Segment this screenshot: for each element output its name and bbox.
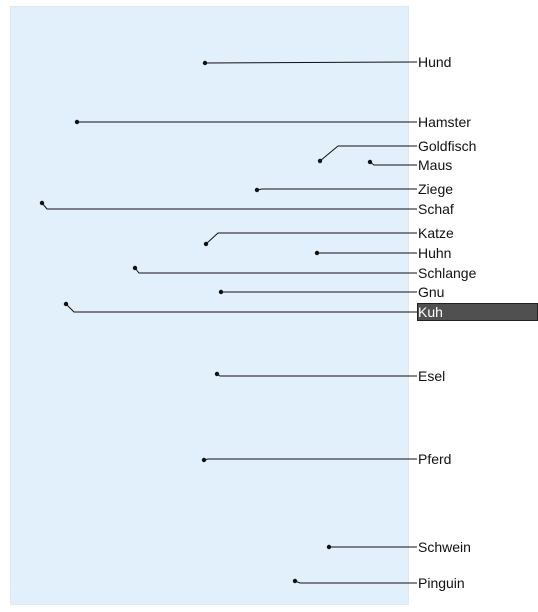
label-huhn[interactable]: Huhn	[418, 245, 451, 261]
leader-line-schaf	[41, 202, 417, 210]
anchor-point-huhn[interactable]	[314, 250, 320, 256]
anchor-point-ziege[interactable]	[254, 187, 260, 193]
anchor-point-esel[interactable]	[214, 371, 220, 377]
label-schaf[interactable]: Schaf	[418, 201, 454, 217]
label-entry-maus[interactable]: Maus	[367, 157, 452, 173]
anchor-point-schaf[interactable]	[39, 200, 45, 206]
label-gnu[interactable]: Gnu	[418, 284, 444, 300]
label-entry-schaf[interactable]: Schaf	[39, 200, 454, 217]
label-entry-schlange[interactable]: Schlange	[132, 265, 477, 281]
anchor-point-maus[interactable]	[367, 159, 373, 165]
leader-line-hund	[204, 61, 418, 64]
anchor-point-hund[interactable]	[202, 60, 208, 66]
label-entry-ziege[interactable]: Ziege	[254, 181, 453, 197]
leader-line-katze	[205, 232, 417, 245]
anchor-point-gnu[interactable]	[218, 289, 224, 295]
label-kuh[interactable]: Kuh	[418, 304, 443, 320]
label-esel[interactable]: Esel	[418, 368, 445, 384]
label-maus[interactable]: Maus	[418, 157, 452, 173]
leader-line-schlange	[134, 267, 417, 274]
label-entry-gnu[interactable]: Gnu	[218, 284, 445, 300]
label-entry-kuh[interactable]: Kuh	[63, 301, 538, 321]
label-entry-esel[interactable]: Esel	[214, 368, 445, 384]
label-entry-huhn[interactable]: Huhn	[314, 245, 452, 261]
label-entry-schwein[interactable]: Schwein	[326, 539, 471, 555]
point-area-panel	[10, 6, 409, 605]
label-ziege[interactable]: Ziege	[418, 181, 453, 197]
label-goldfisch[interactable]: Goldfisch	[418, 138, 476, 154]
anchor-point-schlange[interactable]	[132, 265, 138, 271]
label-schlange[interactable]: Schlange	[418, 265, 477, 281]
label-entry-pinguin[interactable]: Pinguin	[292, 575, 465, 591]
label-entry-goldfisch[interactable]: Goldfisch	[317, 138, 477, 164]
anchor-point-schwein[interactable]	[326, 544, 332, 550]
anchor-point-katze[interactable]	[203, 241, 209, 247]
anchor-point-pinguin[interactable]	[292, 578, 298, 584]
leader-line-ziege	[256, 188, 417, 191]
leader-line-pinguin	[294, 580, 417, 584]
anchor-point-kuh[interactable]	[63, 301, 69, 307]
label-katze[interactable]: Katze	[418, 225, 454, 241]
anchor-point-goldfisch[interactable]	[317, 158, 323, 164]
leader-line-pferd	[203, 458, 417, 461]
label-entry-hund[interactable]: Hund	[202, 54, 452, 70]
leader-line-kuh	[65, 303, 417, 313]
leader-line-esel	[216, 373, 417, 377]
label-schwein[interactable]: Schwein	[418, 539, 471, 555]
label-hund[interactable]: Hund	[418, 54, 451, 70]
label-entry-hamster[interactable]: Hamster	[74, 114, 471, 130]
label-pferd[interactable]: Pferd	[418, 451, 451, 467]
label-entry-katze[interactable]: Katze	[203, 225, 454, 247]
label-hamster[interactable]: Hamster	[418, 114, 471, 130]
label-entry-pferd[interactable]: Pferd	[201, 451, 452, 467]
leader-line-maus	[369, 161, 417, 166]
label-pinguin[interactable]: Pinguin	[418, 575, 465, 591]
leader-line-goldfisch	[319, 145, 417, 162]
anchor-point-pferd[interactable]	[201, 457, 207, 463]
anchor-point-hamster[interactable]	[74, 119, 80, 125]
